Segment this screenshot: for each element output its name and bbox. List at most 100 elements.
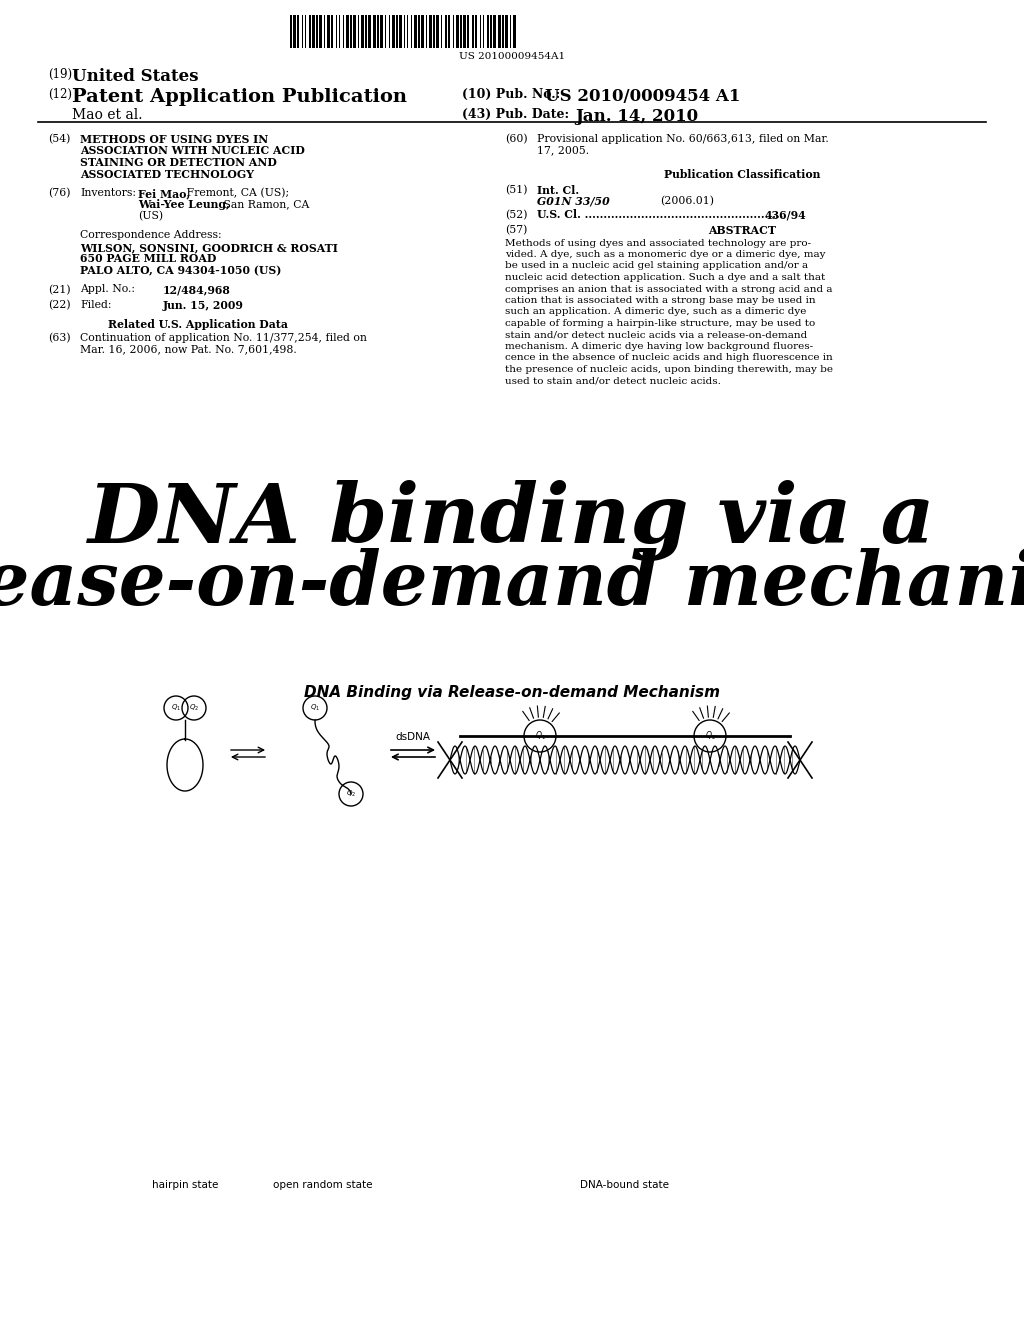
Text: 436/94: 436/94	[765, 210, 807, 220]
Text: Fei Mao,: Fei Mao,	[138, 187, 190, 199]
Text: Provisional application No. 60/663,613, filed on Mar.: Provisional application No. 60/663,613, …	[537, 135, 828, 144]
Bar	[498, 15, 501, 48]
Bar	[487, 15, 489, 48]
Text: U.S. Cl. .....................................................: U.S. Cl. ...............................…	[537, 210, 783, 220]
Text: Correspondence Address:: Correspondence Address:	[80, 231, 221, 240]
Text: (19): (19)	[48, 69, 72, 81]
Bar	[327, 15, 330, 48]
Text: hairpin state: hairpin state	[152, 1180, 218, 1191]
Text: $Q_1$: $Q_1$	[171, 702, 181, 713]
Bar	[373, 15, 376, 48]
Text: dsDNA: dsDNA	[395, 733, 430, 742]
Bar	[493, 15, 496, 48]
Bar	[312, 15, 315, 48]
Bar	[392, 15, 395, 48]
Text: United States: United States	[72, 69, 199, 84]
Text: (52): (52)	[505, 210, 527, 220]
Bar	[316, 15, 318, 48]
Bar	[445, 15, 447, 48]
Text: release-on-demand mechanism: release-on-demand mechanism	[0, 548, 1024, 620]
Text: Related U.S. Application Data: Related U.S. Application Data	[108, 319, 288, 330]
Text: (57): (57)	[505, 224, 527, 235]
Text: cation that is associated with a strong base may be used in: cation that is associated with a strong …	[505, 296, 816, 305]
Bar	[490, 15, 492, 48]
Text: $Q_1$: $Q_1$	[310, 702, 321, 713]
Bar	[346, 15, 349, 48]
Text: (76): (76)	[48, 187, 71, 198]
Bar	[502, 15, 504, 48]
Bar	[467, 15, 469, 48]
Text: be used in a nucleic acid gel staining application and/or a: be used in a nucleic acid gel staining a…	[505, 261, 808, 271]
Bar	[436, 15, 439, 48]
Text: nucleic acid detection application. Such a dye and a salt that: nucleic acid detection application. Such…	[505, 273, 825, 282]
Text: 650 PAGE MILL ROAD: 650 PAGE MILL ROAD	[80, 253, 216, 264]
Text: comprises an anion that is associated with a strong acid and a: comprises an anion that is associated wi…	[505, 285, 833, 293]
Text: open random state: open random state	[273, 1180, 373, 1191]
Bar	[449, 15, 450, 48]
Text: (63): (63)	[48, 333, 71, 343]
Text: vided. A dye, such as a monomeric dye or a dimeric dye, may: vided. A dye, such as a monomeric dye or…	[505, 249, 825, 259]
Text: Wai-Yee Leung,: Wai-Yee Leung,	[138, 199, 229, 210]
Text: such an application. A dimeric dye, such as a dimeric dye: such an application. A dimeric dye, such…	[505, 308, 806, 317]
Bar	[377, 15, 379, 48]
Bar	[361, 15, 364, 48]
Text: DNA Binding via Release-on-demand Mechanism: DNA Binding via Release-on-demand Mechan…	[304, 685, 720, 700]
Bar	[309, 15, 311, 48]
Text: used to stain and/or detect nucleic acids.: used to stain and/or detect nucleic acid…	[505, 376, 721, 385]
Text: Jan. 14, 2010: Jan. 14, 2010	[575, 108, 698, 125]
Text: $Q_2$: $Q_2$	[705, 730, 716, 742]
Text: (US): (US)	[138, 211, 163, 222]
Bar	[421, 15, 424, 48]
Bar	[297, 15, 299, 48]
Bar	[475, 15, 477, 48]
Text: DNA-bound state: DNA-bound state	[581, 1180, 670, 1191]
Text: Appl. No.:: Appl. No.:	[80, 285, 135, 294]
Bar	[380, 15, 383, 48]
Text: (12): (12)	[48, 88, 72, 102]
Text: Methods of using dyes and associated technology are pro-: Methods of using dyes and associated tec…	[505, 239, 811, 248]
Text: (51): (51)	[505, 185, 527, 195]
Text: (60): (60)	[505, 135, 527, 144]
Bar	[418, 15, 420, 48]
Bar	[472, 15, 474, 48]
Bar	[331, 15, 333, 48]
Bar	[429, 15, 432, 48]
Text: San Ramon, CA: San Ramon, CA	[220, 199, 309, 210]
Text: STAINING OR DETECTION AND: STAINING OR DETECTION AND	[80, 157, 276, 168]
Bar	[505, 15, 508, 48]
Bar	[350, 15, 352, 48]
Text: (43) Pub. Date:: (43) Pub. Date:	[462, 108, 569, 121]
Text: stain and/or detect nucleic acids via a release-on-demand: stain and/or detect nucleic acids via a …	[505, 330, 807, 339]
Text: cence in the absence of nucleic acids and high fluorescence in: cence in the absence of nucleic acids an…	[505, 354, 833, 363]
Text: the presence of nucleic acids, upon binding therewith, may be: the presence of nucleic acids, upon bind…	[505, 366, 833, 374]
Text: (21): (21)	[48, 285, 71, 294]
Text: $Q_1$: $Q_1$	[535, 730, 546, 742]
Text: Jun. 15, 2009: Jun. 15, 2009	[163, 300, 244, 312]
Text: Publication Classification: Publication Classification	[665, 169, 820, 180]
Text: ABSTRACT: ABSTRACT	[709, 224, 776, 236]
Text: DNA binding via a: DNA binding via a	[88, 480, 936, 561]
Text: ASSOCIATED TECHNOLOGY: ASSOCIATED TECHNOLOGY	[80, 169, 254, 180]
Bar	[414, 15, 417, 48]
Text: US 20100009454A1: US 20100009454A1	[459, 51, 565, 61]
Text: $Q_2$: $Q_2$	[346, 789, 356, 799]
Text: $Q_2$: $Q_2$	[188, 702, 199, 713]
Bar	[365, 15, 367, 48]
Bar	[433, 15, 435, 48]
Text: mechanism. A dimeric dye having low background fluores-: mechanism. A dimeric dye having low back…	[505, 342, 813, 351]
Text: G01N 33/50: G01N 33/50	[537, 195, 609, 207]
Text: WILSON, SONSINI, GOODRICH & ROSATI: WILSON, SONSINI, GOODRICH & ROSATI	[80, 242, 338, 253]
Text: (54): (54)	[48, 135, 71, 144]
Bar	[399, 15, 402, 48]
Text: (2006.01): (2006.01)	[660, 195, 714, 206]
Text: 12/484,968: 12/484,968	[163, 285, 230, 296]
Bar	[463, 15, 466, 48]
Text: ASSOCIATION WITH NUCLEIC ACID: ASSOCIATION WITH NUCLEIC ACID	[80, 145, 305, 157]
Text: Inventors:: Inventors:	[80, 187, 136, 198]
Bar	[368, 15, 371, 48]
Text: PALO ALTO, CA 94304-1050 (US): PALO ALTO, CA 94304-1050 (US)	[80, 265, 282, 276]
Text: Mao et al.: Mao et al.	[72, 108, 142, 121]
Text: (10) Pub. No.:: (10) Pub. No.:	[462, 88, 560, 102]
Bar	[293, 15, 296, 48]
Text: US 2010/0009454 A1: US 2010/0009454 A1	[545, 88, 740, 106]
